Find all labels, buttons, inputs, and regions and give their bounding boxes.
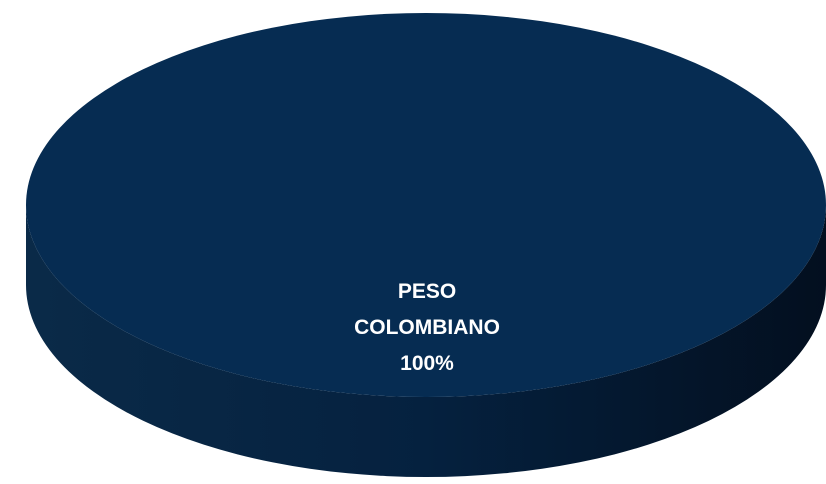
slice-label-line-1: PESO: [398, 280, 456, 303]
slice-value-label: 100%: [400, 352, 454, 375]
pie-side: [26, 205, 826, 477]
slice-label-line-2: COLOMBIANO: [354, 316, 500, 339]
pie-slice: [26, 13, 826, 397]
pie-slices: [26, 13, 826, 477]
